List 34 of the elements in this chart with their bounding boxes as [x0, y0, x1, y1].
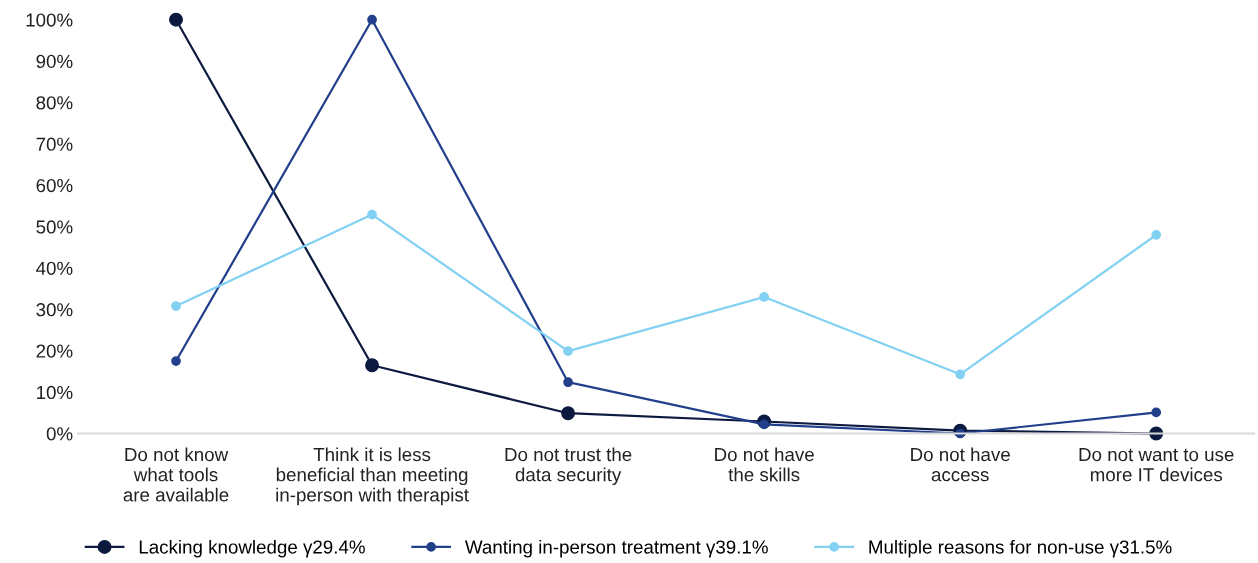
- y-tick-label: 0%: [46, 427, 73, 441]
- y-tick-label: 90%: [36, 54, 73, 69]
- y-tick-label: 30%: [36, 303, 73, 317]
- point: [365, 358, 379, 373]
- point: [563, 377, 573, 388]
- y-tick-label: 70%: [36, 137, 73, 151]
- x-tick-label: Do not know what tools are available: [123, 447, 229, 502]
- legend-label: Multiple reasons for non-use γ31.5%: [869, 539, 1172, 558]
- legend-label: Wanting in-person treatment γ39.1%: [464, 539, 768, 558]
- point: [367, 14, 377, 25]
- legend-label: Lacking knowledge γ29.4%: [139, 539, 365, 558]
- y-tick-label: 60%: [36, 178, 73, 193]
- point: [1151, 230, 1162, 240]
- y-tick-label: 40%: [36, 261, 73, 275]
- y-tick-label: 80%: [36, 96, 73, 110]
- x-tick-label: Do not have the skills: [715, 447, 814, 482]
- point: [169, 12, 183, 27]
- point: [955, 369, 966, 380]
- point: [759, 419, 769, 430]
- y-tick-label: 50%: [36, 220, 73, 234]
- point: [759, 292, 769, 302]
- x-tick-label: Think it is less beneficial than meeting in-person with therapist: [276, 447, 469, 506]
- point: [171, 301, 181, 311]
- point: [171, 356, 181, 366]
- point: [367, 209, 377, 220]
- y-tick-label: 20%: [36, 344, 73, 358]
- point: [561, 406, 576, 421]
- y-tick-label: 100%: [26, 13, 73, 27]
- point: [563, 346, 573, 357]
- x-tick-label: Do not trust the data security: [505, 447, 632, 486]
- x-tick-label: Do not want to use more IT devices: [1079, 448, 1234, 482]
- y-tick-label: 10%: [37, 385, 73, 400]
- point: [1151, 407, 1162, 418]
- x-tick-label: Do not have access: [911, 447, 1010, 482]
